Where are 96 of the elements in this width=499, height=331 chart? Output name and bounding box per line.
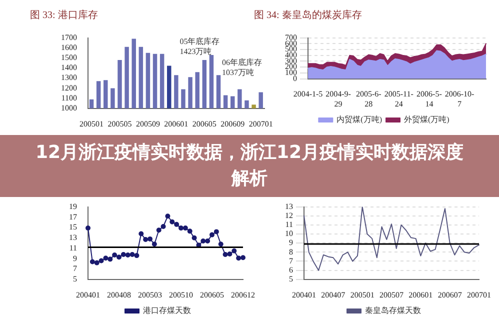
y-tick-label: 0: [293, 74, 297, 83]
y-tick-label: 1000: [61, 103, 77, 112]
point: [160, 224, 166, 230]
text: 12月浙江疫情实时数据，浙江12月疫情实时数据深度解析: [0, 135, 499, 197]
y-tick-label: 7: [73, 264, 77, 274]
x-tick-label: 2006-10-7: [444, 90, 474, 108]
point: [143, 236, 148, 242]
legend-label: 内贸煤(万吨): [336, 115, 382, 124]
y-tick-label: 8: [289, 247, 293, 256]
point: [200, 238, 206, 244]
x-tick-label: 200503: [138, 290, 162, 300]
point: [210, 232, 214, 238]
point: [214, 229, 219, 234]
point: [130, 252, 135, 258]
x-tick-label: 200605: [200, 290, 224, 300]
y-tick-label: 15: [69, 222, 77, 232]
y-tick-label: 1700: [61, 32, 77, 42]
x-tick-label: 2005-6-28: [356, 90, 382, 108]
point: [134, 253, 140, 258]
x-tick-label: 200501: [80, 119, 104, 128]
y-tick-label: 1100: [61, 93, 77, 102]
y-tick-label: 9: [289, 238, 293, 248]
point: [125, 252, 130, 258]
point: [174, 222, 180, 227]
y-tick-label: 11: [285, 220, 293, 230]
point: [182, 226, 188, 231]
y-tick-label: 13: [285, 202, 293, 211]
x-tick-label: 200607: [438, 290, 462, 300]
point: [98, 258, 104, 264]
point: [178, 226, 184, 231]
annotation: 06年底库存 1037万吨: [222, 58, 262, 78]
x-tick-label: 200407: [321, 290, 346, 300]
y-tick-label: 17: [69, 212, 77, 222]
point: [192, 235, 197, 240]
y-tick-label: 19: [69, 202, 77, 211]
y-tick-label: 1500: [61, 53, 77, 62]
point: [232, 248, 237, 254]
point: [90, 259, 95, 264]
y-tick-label: 1600: [61, 42, 77, 52]
y-tick-label: 12: [285, 210, 293, 220]
point: [165, 214, 170, 219]
x-tick-label: 200509: [136, 119, 160, 128]
x-tick-label: 200505: [108, 119, 132, 128]
y-tick-label: 10: [285, 229, 293, 238]
point: [222, 252, 228, 258]
y-tick-label: 6: [289, 265, 293, 274]
x-tick-label: 200601: [408, 290, 433, 300]
y-tick-label: 13: [69, 233, 77, 242]
point: [138, 231, 144, 236]
y-tick-label: 1400: [61, 63, 77, 72]
point: [152, 242, 157, 247]
x-tick-label: 2004-1-5: [293, 90, 323, 99]
point: [240, 255, 246, 260]
x-tick-label: 200612: [231, 290, 255, 300]
point: [187, 228, 192, 234]
point: [170, 219, 175, 224]
x-tick-label: 200701: [467, 290, 491, 300]
y-tick-label: 1300: [61, 73, 77, 82]
x-tick-label: 200701: [248, 119, 273, 128]
legend-label: 港口存煤天数: [143, 306, 191, 316]
point: [120, 252, 126, 258]
x-tick-label: 200507: [380, 290, 404, 300]
point: [205, 238, 210, 244]
point: [156, 228, 162, 233]
legend-label: 外贸煤(万吨): [404, 115, 450, 124]
point: [148, 236, 152, 242]
annotation: 05年底库存 1423万吨: [180, 36, 220, 56]
point: [112, 252, 118, 258]
x-tick-label: 200601: [164, 119, 188, 128]
x-tick-label: 2006-5-14: [416, 90, 442, 108]
chart-title: 图 33: 港口库存: [30, 8, 98, 22]
chart-title: 图 34: 秦皇岛的煤炭库存: [254, 8, 362, 22]
y-tick-label: 5: [289, 274, 293, 284]
x-tick-label: 200605: [192, 119, 216, 128]
point: [227, 251, 232, 256]
x-tick-label: 200501: [350, 290, 374, 300]
legend-label: 秦皇岛存煤天数: [365, 306, 421, 316]
point: [116, 254, 122, 260]
point: [103, 256, 108, 261]
point: [218, 242, 224, 247]
x-tick-label: 200401: [76, 290, 100, 300]
point: [86, 226, 90, 231]
x-tick-label: 200510: [169, 290, 193, 300]
x-tick-label: 2005-11-24: [384, 90, 414, 108]
x-tick-label: 200408: [107, 290, 131, 300]
x-tick-label: 2004-9-29: [326, 90, 352, 108]
point: [236, 256, 242, 261]
x-tick-label: 200609: [220, 119, 245, 128]
y-tick-label: 5: [73, 274, 77, 284]
y-tick-label: 7: [289, 256, 293, 266]
y-tick-label: 1200: [61, 83, 77, 92]
point: [94, 260, 100, 266]
y-tick-label: 9: [73, 254, 77, 263]
x-tick-label: 200401: [292, 290, 316, 300]
y-tick-label: 11: [69, 243, 77, 252]
point: [108, 256, 113, 262]
